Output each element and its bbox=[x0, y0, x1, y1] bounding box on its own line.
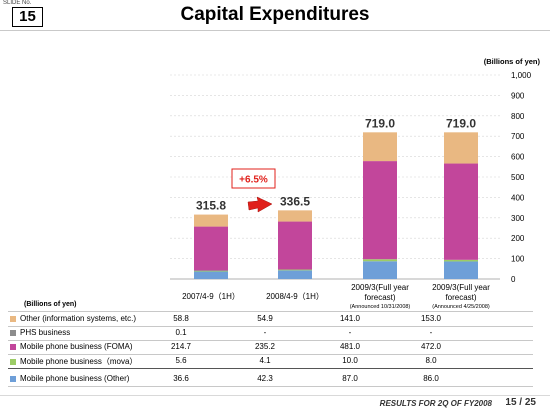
bar-segment bbox=[444, 132, 478, 164]
bar-segment bbox=[444, 261, 478, 279]
table-cell: 481.0 bbox=[339, 342, 361, 351]
table-row-divider bbox=[8, 340, 533, 341]
bar-segment bbox=[278, 210, 312, 222]
x-category-label-line2: forecast) bbox=[445, 293, 476, 302]
y-tick-label: 900 bbox=[511, 91, 525, 100]
capex-chart: (Billions of yen) 0 100 200 300 400 500 600 700 8… bbox=[170, 57, 541, 310]
x-category-note: (Announced 10/31/2008) bbox=[350, 304, 411, 310]
table-cell: 153.0 bbox=[420, 314, 442, 323]
x-category-label-line2: forecast) bbox=[364, 293, 395, 302]
bar-segment bbox=[194, 271, 228, 279]
table-cell: 58.8 bbox=[173, 314, 189, 323]
table-row-label: PHS business bbox=[10, 328, 70, 337]
table-cell: 472.0 bbox=[420, 342, 442, 351]
bar-segment bbox=[278, 221, 312, 270]
bar-segment bbox=[363, 132, 397, 162]
table-cell: - bbox=[429, 328, 433, 337]
bar-segment bbox=[278, 269, 312, 271]
table-cell: 214.7 bbox=[170, 342, 192, 351]
legend-swatch bbox=[10, 315, 16, 322]
bar-segment bbox=[363, 161, 397, 260]
x-category-note: (Announced 4/25/2008) bbox=[432, 304, 490, 310]
y-tick-label: 800 bbox=[511, 112, 525, 121]
x-category-label: 2009/3(Full year bbox=[351, 283, 409, 292]
x-category-label: 2008/4-9（1H） bbox=[266, 292, 324, 301]
legend-label: PHS business bbox=[20, 328, 71, 337]
bar-segment bbox=[363, 259, 397, 262]
x-category-label: 2009/3(Full year bbox=[432, 283, 490, 292]
table-top-rule bbox=[8, 311, 533, 312]
slide-number-box: 15 bbox=[12, 7, 43, 27]
table-cell: 54.9 bbox=[257, 314, 273, 323]
growth-arrow-icon bbox=[247, 196, 273, 213]
y-tick-label: 600 bbox=[511, 153, 525, 162]
table-row-divider bbox=[8, 326, 533, 327]
y-tick-label: 500 bbox=[511, 173, 525, 182]
bar-total-label: 315.8 bbox=[196, 199, 226, 213]
bar-segment bbox=[363, 261, 397, 279]
y-tick-label: 100 bbox=[511, 255, 525, 264]
table-cell: 87.0 bbox=[342, 374, 358, 383]
y-tick-label: 0 bbox=[511, 275, 516, 284]
bar-segment bbox=[278, 270, 312, 279]
growth-callout-box bbox=[231, 168, 276, 189]
legend-swatch bbox=[10, 329, 16, 336]
bar-segment bbox=[444, 259, 478, 262]
legend-label: Mobile phone business (Other) bbox=[20, 374, 130, 383]
page-title: Capital Expenditures bbox=[180, 4, 370, 25]
y-tick-label: 400 bbox=[511, 193, 525, 202]
bar-segment bbox=[194, 214, 228, 227]
table-cell: 36.6 bbox=[173, 374, 189, 383]
y-tick-label: 300 bbox=[511, 214, 525, 223]
table-cell: 10.0 bbox=[342, 356, 358, 365]
page-number: 15 / 25 bbox=[505, 397, 536, 408]
footer-divider bbox=[0, 395, 550, 396]
table-cell: 86.0 bbox=[423, 374, 439, 383]
growth-callout-text: +6.5% bbox=[239, 175, 268, 186]
table-row-divider bbox=[8, 354, 533, 355]
table-bottom-rule bbox=[8, 386, 533, 387]
bar-segment bbox=[194, 270, 228, 271]
table-row-label: Mobile phone business (FOMA) bbox=[10, 342, 133, 351]
legend-label: Mobile phone business（mova） bbox=[20, 357, 138, 366]
bar-segment bbox=[444, 163, 478, 260]
table-cell: - bbox=[348, 328, 352, 337]
y-axis-unit-label: (Billions of yen) bbox=[484, 57, 541, 66]
y-tick-label: 200 bbox=[511, 234, 525, 243]
legend-swatch bbox=[10, 375, 16, 382]
table-row-divider bbox=[8, 368, 533, 369]
legend-label: Other (information systems, etc.) bbox=[20, 314, 137, 323]
footer-text: RESULTS FOR 2Q OF FY2008 bbox=[379, 399, 492, 408]
legend-swatch bbox=[10, 358, 16, 365]
slide-number-label: SLIDE No. bbox=[3, 0, 32, 6]
bar-total-label: 719.0 bbox=[365, 116, 395, 130]
table-cell: - bbox=[263, 328, 267, 337]
table-unit-label: (Billions of yen) bbox=[24, 301, 77, 308]
table-row-label: Mobile phone business (Other) bbox=[10, 374, 129, 383]
table-row-label: Other (information systems, etc.) bbox=[10, 314, 136, 323]
table-cell: 4.1 bbox=[259, 356, 271, 365]
legend-swatch bbox=[10, 343, 16, 350]
legend-label: Mobile phone business (FOMA) bbox=[20, 342, 133, 351]
bar-total-label: 336.5 bbox=[280, 194, 310, 208]
table-cell: 235.2 bbox=[254, 342, 276, 351]
x-category-label: 2007/4-9（1H） bbox=[182, 292, 240, 301]
title-divider bbox=[0, 30, 550, 31]
table-cell: 8.0 bbox=[425, 356, 437, 365]
y-tick-label: 700 bbox=[511, 132, 525, 141]
bar-total-label: 719.0 bbox=[446, 116, 476, 130]
y-tick-label: 1,000 bbox=[511, 71, 532, 80]
table-cell: 42.3 bbox=[257, 374, 273, 383]
table-row-label: Mobile phone business（mova） bbox=[10, 356, 137, 367]
bar-segment bbox=[194, 226, 228, 271]
table-cell: 5.6 bbox=[175, 356, 187, 365]
table-cell: 0.1 bbox=[175, 328, 187, 337]
table-cell: 141.0 bbox=[339, 314, 361, 323]
